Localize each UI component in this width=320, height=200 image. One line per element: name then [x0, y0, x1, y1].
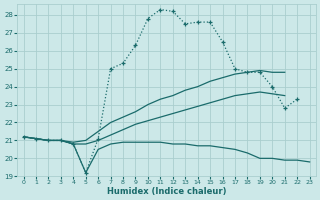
- X-axis label: Humidex (Indice chaleur): Humidex (Indice chaleur): [107, 187, 226, 196]
